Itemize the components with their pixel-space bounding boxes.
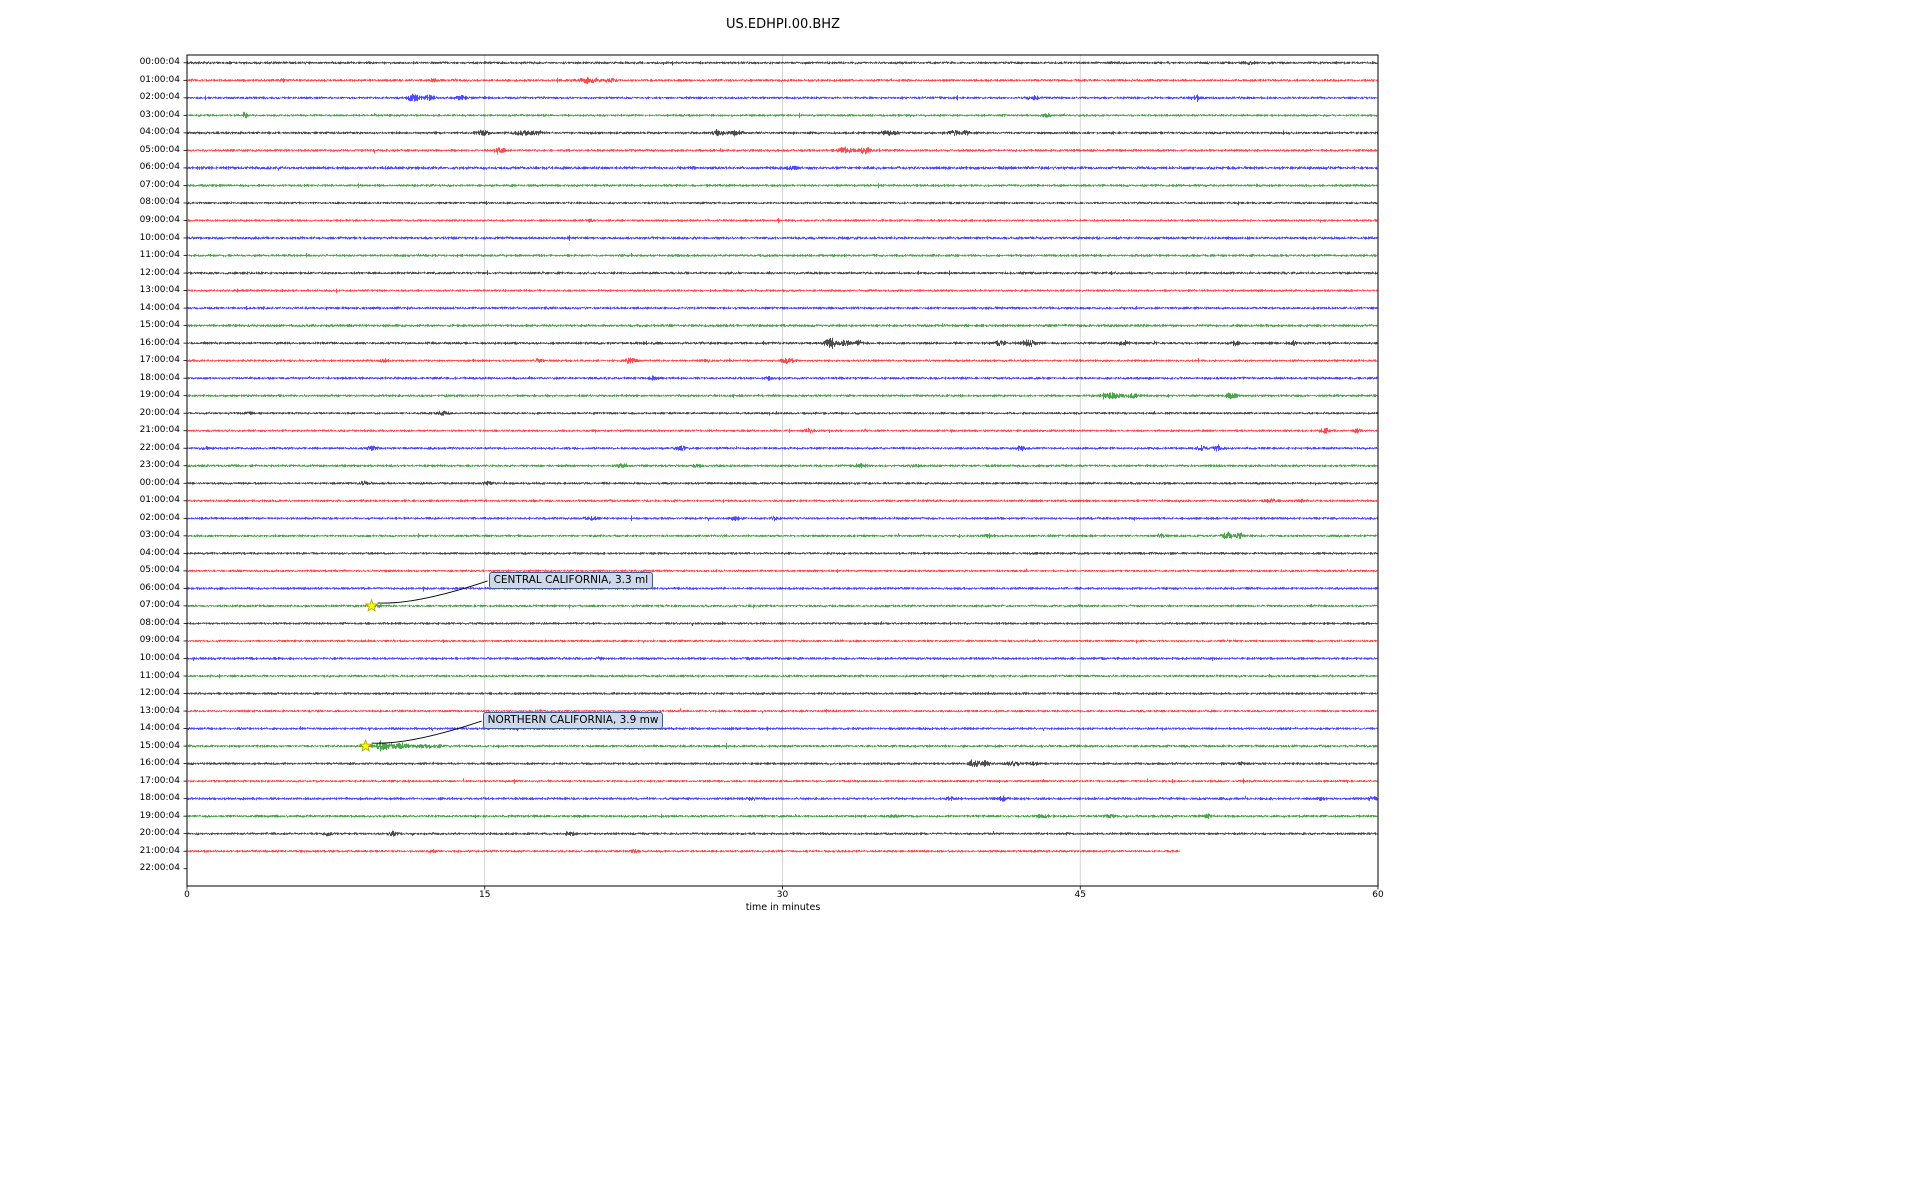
y-tick-label: 03:00:04 bbox=[139, 530, 180, 541]
y-tick-label: 21:00:04 bbox=[139, 845, 180, 856]
y-tick-label: 13:00:04 bbox=[139, 285, 180, 296]
y-tick-label: 11:00:04 bbox=[139, 250, 180, 261]
y-tick-label: 21:00:04 bbox=[139, 425, 180, 436]
y-tick-label: 05:00:04 bbox=[139, 565, 180, 576]
y-tick-label: 14:00:04 bbox=[139, 302, 180, 313]
y-tick-label: 06:00:04 bbox=[139, 582, 180, 593]
plot-title: US.EDHPI.00.BHZ bbox=[726, 17, 840, 32]
y-tick-label: 15:00:04 bbox=[139, 740, 180, 751]
y-tick-label: 12:00:04 bbox=[139, 267, 180, 278]
y-tick-label: 20:00:04 bbox=[139, 407, 180, 418]
x-axis-label: time in minutes bbox=[745, 902, 821, 913]
y-tick-label: 15:00:04 bbox=[139, 320, 180, 331]
y-tick-label: 20:00:04 bbox=[139, 828, 180, 839]
y-tick-label: 09:00:04 bbox=[139, 635, 180, 646]
y-tick-label: 12:00:04 bbox=[139, 688, 180, 699]
y-tick-label: 23:00:04 bbox=[139, 460, 180, 471]
y-tick-label: 18:00:04 bbox=[139, 372, 180, 383]
y-tick-label: 11:00:04 bbox=[139, 670, 180, 681]
y-tick-label: 04:00:04 bbox=[139, 127, 180, 138]
y-tick-label: 02:00:04 bbox=[139, 92, 180, 103]
y-tick-label: 02:00:04 bbox=[139, 512, 180, 523]
y-tick-label: 17:00:04 bbox=[139, 355, 180, 366]
y-tick-label: 03:00:04 bbox=[139, 109, 180, 120]
y-tick-label: 07:00:04 bbox=[139, 600, 180, 611]
y-tick-label: 14:00:04 bbox=[139, 723, 180, 734]
y-tick-label: 06:00:04 bbox=[139, 162, 180, 173]
y-tick-label: 17:00:04 bbox=[139, 775, 180, 786]
y-tick-label: 07:00:04 bbox=[139, 179, 180, 190]
event-annotation: NORTHERN CALIFORNIA, 3.9 mw bbox=[482, 712, 664, 730]
y-tick-label: 19:00:04 bbox=[139, 390, 180, 401]
x-tick-label: 30 bbox=[776, 890, 789, 900]
y-tick-label: 05:00:04 bbox=[139, 144, 180, 155]
x-tick-label: 60 bbox=[1372, 890, 1384, 900]
y-tick-label: 00:00:04 bbox=[139, 477, 180, 488]
y-tick-label: 09:00:04 bbox=[139, 214, 180, 225]
y-tick-label: 08:00:04 bbox=[139, 197, 180, 208]
y-tick-label: 10:00:04 bbox=[139, 232, 180, 243]
y-tick-label: 01:00:04 bbox=[139, 495, 180, 506]
y-tick-label: 08:00:04 bbox=[139, 617, 180, 628]
y-tick-label: 01:00:04 bbox=[139, 74, 180, 85]
x-tick-label: 45 bbox=[1074, 890, 1086, 900]
y-tick-label: 10:00:04 bbox=[139, 652, 180, 663]
y-tick-label: 04:00:04 bbox=[139, 547, 180, 558]
y-tick-label: 18:00:04 bbox=[139, 793, 180, 804]
y-tick-label: 22:00:04 bbox=[139, 442, 180, 453]
x-tick-label: 0 bbox=[184, 890, 190, 900]
y-tick-label: 16:00:04 bbox=[139, 337, 180, 348]
y-tick-label: 13:00:04 bbox=[139, 705, 180, 716]
y-tick-label: 16:00:04 bbox=[139, 758, 180, 769]
y-tick-label: 22:00:04 bbox=[139, 863, 180, 874]
x-tick-label: 15 bbox=[479, 890, 491, 900]
y-tick-label: 19:00:04 bbox=[139, 810, 180, 821]
y-tick-label: 00:00:04 bbox=[139, 57, 180, 68]
event-annotation: CENTRAL CALIFORNIA, 3.3 ml bbox=[488, 571, 654, 589]
